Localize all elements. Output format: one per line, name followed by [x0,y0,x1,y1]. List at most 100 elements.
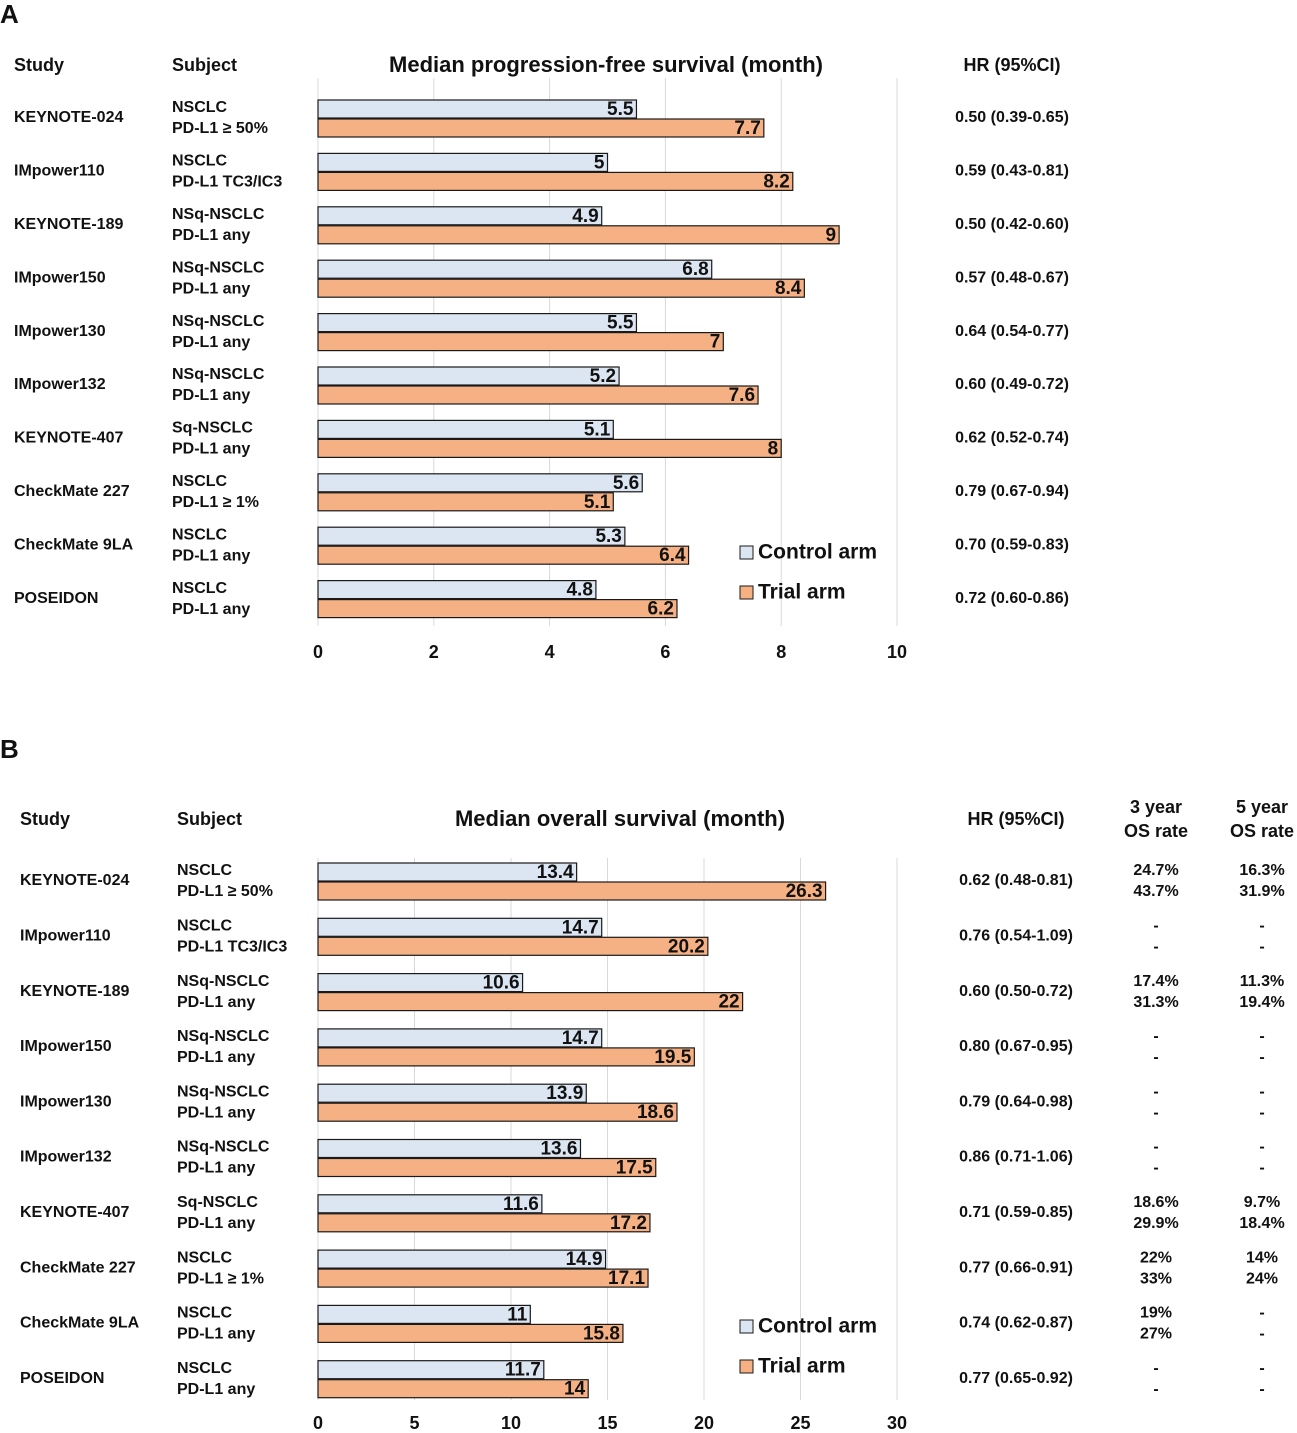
hazard-ratio: 0.57 (0.48-0.67) [955,269,1069,286]
control-arm-bar [317,1194,543,1214]
hazard-ratio: 0.64 (0.54-0.77) [955,323,1069,340]
os5-trial: - [1259,939,1264,956]
chart-title: Median progression-free survival (month) [389,52,823,77]
control-arm-bar [317,366,620,386]
control-arm-bar [317,259,713,279]
os5-control: - [1259,1083,1264,1100]
trial-arm-value: 17.1 [608,1268,645,1289]
control-arm-bar [317,99,638,119]
os5-trial: - [1259,1326,1264,1343]
legend-trial-label: Trial arm [758,581,846,604]
control-arm-value: 11.6 [503,1194,539,1215]
subject-pdl1: PD-L1 any [172,280,250,297]
trial-arm-bar [317,171,794,191]
control-arm-value: 14.7 [562,1028,599,1049]
control-arm-value: 5.6 [613,473,639,494]
trial-arm-value: 9 [826,225,837,246]
x-tick-label: 6 [660,642,670,662]
trial-arm-value: 26.3 [786,881,823,902]
control-arm-value: 6.8 [682,259,708,280]
control-arm-bar [317,862,578,882]
legend-control-label: Control arm [758,1315,877,1338]
os3-control: - [1153,1083,1158,1100]
control-arm-bar [317,1249,607,1269]
header-hr: HR (95%CI) [967,809,1064,829]
trial-arm-bar [317,225,840,245]
control-arm-bar [317,917,603,937]
legend-control-swatch [739,1319,754,1334]
trial-arm-value: 7.6 [729,385,755,406]
trial-arm-value: 19.5 [654,1047,691,1068]
subject-histology: NSCLC [172,580,228,597]
control-arm-value: 5.1 [584,419,611,440]
header-subject: Subject [177,809,242,829]
trial-arm-value: 14 [564,1379,586,1400]
x-tick-label: 15 [597,1413,617,1433]
subject-pdl1: PD-L1 any [177,994,255,1011]
trial-arm-bar [317,1323,624,1344]
x-tick-label: 0 [313,1413,323,1433]
subject-pdl1: PD-L1 ≥ 50% [172,120,268,137]
control-arm-bar [317,152,609,172]
hazard-ratio: 0.60 (0.49-0.72) [955,376,1069,393]
os5-control: - [1259,1360,1264,1377]
trial-arm-value: 7 [710,332,721,353]
trial-arm-value: 8 [768,438,779,459]
trial-arm-value: 22 [718,992,739,1013]
study-name: IMpower150 [20,1038,112,1055]
x-tick-label: 25 [790,1413,810,1433]
subject-histology: NSq-NSCLC [177,973,270,990]
control-arm-bar [317,1138,582,1159]
os5-trial: 24% [1246,1270,1278,1287]
header-os3-line1: 3 year [1130,797,1182,817]
control-arm-value: 4.8 [566,580,592,601]
trial-arm-bar [317,278,805,298]
trial-arm-value: 20.2 [668,936,705,957]
study-name: KEYNOTE-407 [20,1204,129,1221]
subject-pdl1: PD-L1 any [172,227,250,244]
hazard-ratio: 0.59 (0.43-0.81) [955,163,1069,180]
subject-pdl1: PD-L1 any [172,601,250,618]
os5-trial: - [1259,1381,1264,1398]
trial-arm-bar [317,881,827,901]
x-tick-label: 4 [545,642,555,662]
subject-histology: NSq-NSCLC [172,313,265,330]
study-name: KEYNOTE-189 [20,983,129,1000]
subject-pdl1: PD-L1 TC3/IC3 [177,939,287,956]
os5-trial: 31.9% [1239,883,1284,900]
study-name: POSEIDON [20,1370,104,1387]
control-arm-value: 11 [507,1304,528,1325]
study-name: CheckMate 9LA [20,1315,140,1332]
hazard-ratio: 0.62 (0.52-0.74) [955,430,1069,447]
trial-arm-bar [317,1268,649,1288]
control-arm-bar [317,419,614,439]
trial-arm-value: 8.4 [775,278,802,299]
header-os3-line2: OS rate [1124,821,1188,841]
os3-trial: - [1153,939,1158,956]
control-arm-bar [317,206,603,226]
control-arm-value: 13.9 [546,1083,583,1104]
trial-arm-bar [317,492,614,512]
hazard-ratio: 0.62 (0.48-0.81) [959,872,1073,889]
os5-control: - [1259,1305,1264,1322]
legend-trial-swatch [739,585,754,600]
study-name: IMpower132 [20,1149,112,1166]
os3-control: 19% [1140,1305,1172,1322]
x-tick-label: 10 [887,642,907,662]
os3-trial: 33% [1140,1270,1172,1287]
hazard-ratio: 0.79 (0.64-0.98) [959,1093,1073,1110]
trial-arm-value: 18.6 [637,1102,674,1123]
x-tick-label: 0 [313,642,323,662]
study-name: CheckMate 227 [20,1259,136,1276]
os3-control: 18.6% [1133,1194,1178,1211]
header-study: Study [20,809,70,829]
control-arm-value: 14.9 [566,1249,603,1270]
hazard-ratio: 0.60 (0.50-0.72) [959,983,1073,1000]
trial-arm-value: 8.2 [763,171,789,192]
os3-control: 24.7% [1133,862,1178,879]
trial-arm-bar [317,936,709,956]
trial-arm-value: 15.8 [583,1323,620,1344]
hazard-ratio: 0.72 (0.60-0.86) [955,590,1069,607]
trial-arm-value: 17.5 [616,1158,653,1179]
control-arm-bar [317,972,524,993]
